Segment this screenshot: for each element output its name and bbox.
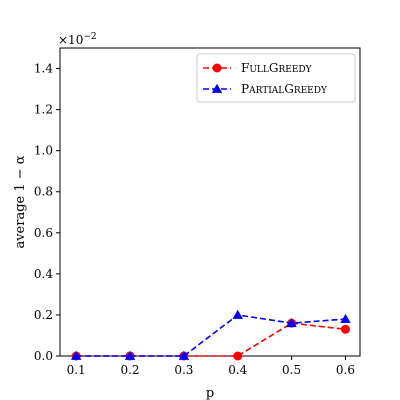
y-axis-label: average 1 − α: [13, 155, 28, 248]
legend-label: PARTIALGREEDY: [241, 82, 328, 96]
data-point: [70, 350, 82, 360]
y-tick-label: 0.6: [34, 226, 53, 240]
legend-marker: [212, 63, 222, 73]
data-point: [232, 309, 243, 319]
x-tick-label: 0.1: [67, 363, 86, 377]
x-tick-label: 0.5: [282, 363, 301, 377]
legend-marker: [211, 83, 223, 93]
x-tick-label: 0.4: [228, 363, 247, 377]
y-tick-label: 1.2: [34, 103, 53, 117]
series-partialgreedy: [70, 309, 351, 360]
series-layer: [70, 309, 351, 361]
y-tick-label: 1.4: [34, 62, 53, 76]
plot-area: [59, 47, 361, 357]
x-tick-label: 0.6: [336, 363, 355, 377]
x-axis-ticks: 0.1 0.2 0.3 0.4 0.5 0.6: [67, 356, 355, 377]
y-tick-label: 0.0: [34, 349, 53, 363]
y-scale-multiplier: ×10−2: [58, 32, 97, 47]
data-point: [340, 313, 351, 323]
data-point: [286, 317, 297, 328]
y-scale-exponent: −2: [83, 32, 96, 42]
legend-label: FULLGREEDY: [241, 61, 313, 75]
legend-entries: FULLGREEDY PARTIALGREEDY: [203, 61, 328, 96]
legend-item-fullgreedy: FULLGREEDY: [203, 61, 313, 75]
legend-box: [196, 53, 356, 103]
y-tick-label: 1.0: [34, 144, 53, 158]
x-tick-label: 0.3: [174, 363, 193, 377]
series-line: [76, 314, 346, 357]
legend: FULLGREEDY PARTIALGREEDY: [196, 53, 356, 103]
x-tick-label: 0.2: [120, 363, 139, 377]
y-tick-label: 0.4: [34, 267, 53, 281]
y-axis-ticks: 0.0 0.2 0.4 0.6 0.8 1.0 1.2 1.4: [34, 62, 60, 363]
y-tick-label: 0.2: [34, 308, 53, 322]
legend-item-partialgreedy: PARTIALGREEDY: [203, 82, 328, 96]
series-line: [76, 322, 346, 357]
data-point: [340, 324, 350, 334]
x-axis-label: p: [206, 386, 214, 400]
y-tick-label: 0.8: [34, 185, 53, 199]
series-fullgreedy: [71, 318, 350, 361]
data-point: [124, 350, 136, 360]
data-point: [233, 351, 243, 361]
data-point: [178, 350, 190, 360]
